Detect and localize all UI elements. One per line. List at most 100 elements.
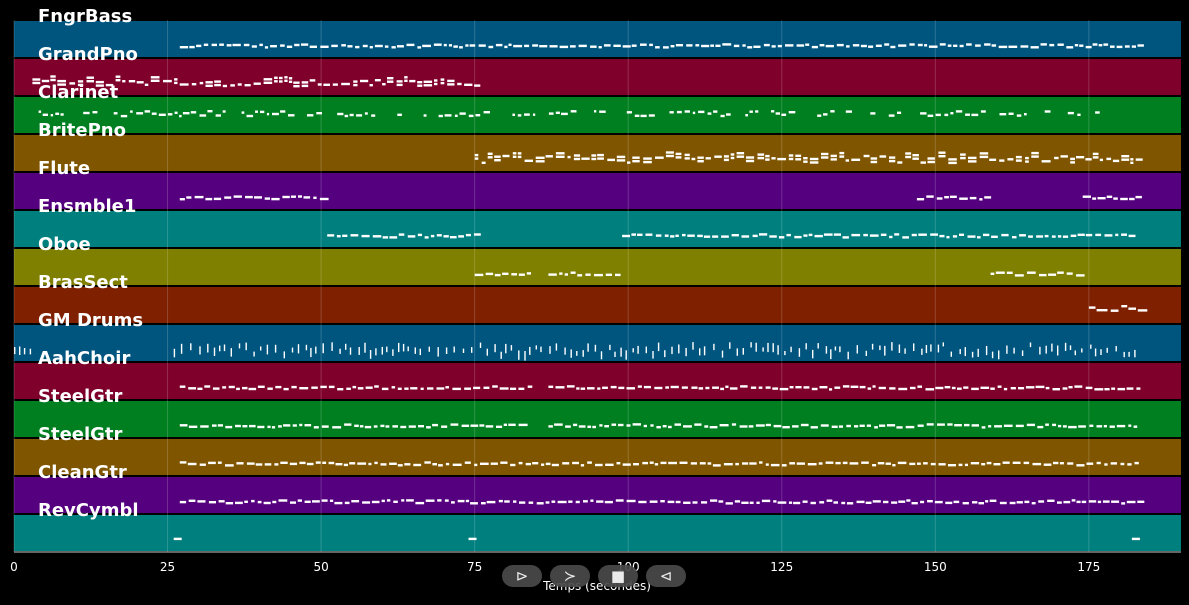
- note-mark: [777, 501, 787, 504]
- note-mark: [217, 424, 223, 427]
- note-mark: [393, 500, 398, 503]
- note-mark: [620, 347, 622, 357]
- note-mark: [645, 346, 647, 354]
- note-mark: [502, 154, 510, 158]
- note-mark: [701, 44, 710, 48]
- note-mark: [576, 351, 578, 356]
- note-mark: [263, 501, 271, 505]
- note-mark: [322, 343, 324, 354]
- note-mark: [286, 45, 293, 48]
- note-mark: [640, 43, 647, 46]
- note-mark: [461, 424, 470, 427]
- note-mark: [57, 79, 66, 83]
- note-mark: [407, 235, 416, 238]
- note-mark: [272, 112, 279, 116]
- note-mark: [958, 463, 963, 467]
- note-mark: [225, 425, 233, 429]
- note-mark: [465, 499, 470, 503]
- note-mark: [341, 44, 346, 47]
- forward-button[interactable]: ≻: [550, 565, 590, 587]
- note-mark: [995, 271, 1005, 274]
- note-mark: [912, 157, 919, 160]
- note-mark: [854, 425, 859, 428]
- note-mark: [524, 44, 530, 48]
- note-mark: [488, 45, 494, 49]
- note-mark: [736, 152, 745, 155]
- note-mark: [513, 44, 523, 48]
- note-mark: [1104, 234, 1113, 237]
- note-mark: [374, 385, 379, 388]
- note-mark: [604, 500, 613, 504]
- note-mark: [889, 387, 896, 390]
- note-mark: [251, 499, 255, 503]
- note-mark: [226, 44, 232, 47]
- play-outline-button[interactable]: ⊳: [502, 565, 542, 587]
- rewind-button[interactable]: ⊲: [646, 565, 686, 587]
- note-mark: [1008, 45, 1018, 48]
- note-mark: [607, 158, 615, 162]
- stop-button[interactable]: ■: [598, 565, 638, 587]
- note-mark: [1103, 43, 1109, 46]
- note-mark: [242, 425, 248, 428]
- note-mark: [517, 155, 522, 159]
- note-mark: [452, 387, 461, 391]
- note-mark: [278, 499, 288, 502]
- note-mark: [665, 151, 674, 154]
- note-mark: [979, 155, 989, 159]
- note-mark: [991, 351, 994, 359]
- note-mark: [825, 461, 834, 464]
- note-mark: [499, 387, 509, 390]
- note-mark: [705, 386, 710, 390]
- note-mark: [690, 462, 697, 465]
- note-mark: [283, 387, 289, 391]
- note-mark: [746, 159, 755, 163]
- note-mark: [1077, 113, 1081, 116]
- note-mark: [454, 114, 458, 117]
- note-mark: [594, 344, 597, 352]
- note-mark: [1074, 44, 1079, 47]
- note-mark: [188, 499, 196, 502]
- note-mark: [572, 461, 579, 465]
- note-mark: [179, 500, 187, 504]
- note-mark: [587, 343, 589, 352]
- note-mark: [1128, 307, 1136, 310]
- note-mark: [892, 464, 896, 467]
- note-mark: [374, 79, 381, 82]
- note-mark: [1090, 344, 1092, 349]
- note-mark: [846, 45, 850, 48]
- note-mark: [923, 462, 928, 465]
- note-mark: [850, 385, 859, 388]
- note-mark: [983, 233, 990, 237]
- note-mark: [1106, 195, 1113, 198]
- note-mark: [549, 346, 551, 354]
- note-mark: [1128, 424, 1132, 427]
- note-mark: [739, 425, 748, 428]
- note-mark: [173, 537, 182, 541]
- note-mark: [821, 152, 829, 156]
- note-mark: [1031, 151, 1039, 155]
- note-mark: [745, 114, 748, 117]
- note-mark: [203, 43, 209, 46]
- note-mark: [424, 236, 429, 239]
- note-mark: [355, 45, 360, 49]
- note-mark: [1030, 46, 1039, 49]
- note-mark: [555, 386, 565, 389]
- track-lane: [14, 21, 1181, 57]
- note-mark: [532, 462, 539, 465]
- note-mark: [665, 154, 674, 158]
- note-mark: [453, 45, 458, 48]
- note-mark: [1016, 114, 1022, 117]
- note-mark: [343, 463, 348, 467]
- note-mark: [1115, 233, 1119, 237]
- note-mark: [418, 425, 424, 428]
- note-mark: [436, 234, 442, 237]
- note-mark: [407, 346, 409, 352]
- note-mark: [444, 114, 452, 117]
- note-mark: [357, 462, 367, 465]
- note-mark: [1020, 45, 1029, 48]
- note-mark: [320, 385, 327, 389]
- note-mark: [725, 385, 729, 388]
- note-mark: [802, 500, 808, 503]
- note-mark: [248, 387, 257, 391]
- note-mark: [453, 346, 455, 353]
